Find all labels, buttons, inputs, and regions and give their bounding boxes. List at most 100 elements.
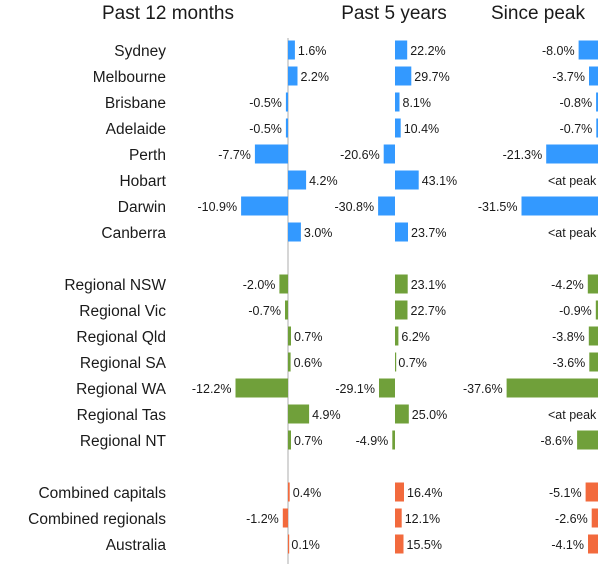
- bar-5y: [395, 352, 397, 372]
- region-label: Hobart: [119, 173, 166, 190]
- value-label-12m: 1.6%: [298, 44, 327, 58]
- value-label-5y: 25.0%: [412, 408, 447, 422]
- panel-titles: Past 12 months Past 5 years Since peak: [102, 3, 586, 24]
- region-label: Regional SA: [80, 355, 167, 372]
- bar-5y: [392, 430, 395, 450]
- value-label-5y: -4.9%: [356, 434, 389, 448]
- value-label-5y: 6.2%: [401, 330, 430, 344]
- value-label-since-peak: -2.6%: [555, 512, 588, 526]
- value-label-since-peak: -0.9%: [559, 304, 592, 318]
- value-label-12m: 4.9%: [312, 408, 341, 422]
- region-label: Combined regionals: [28, 511, 166, 528]
- bar-since-peak: [546, 144, 598, 164]
- value-label-12m: -0.7%: [248, 304, 281, 318]
- value-labels: 1.6% 2.2% -0.5% -0.5% -7.7% 4.2% -10.9% 3.0% -2.…: [192, 44, 597, 552]
- bar-12m: [288, 482, 290, 502]
- bar-5y: [395, 508, 402, 528]
- value-label-since-peak: <at peak: [548, 226, 597, 240]
- value-label-5y: 23.7%: [411, 226, 446, 240]
- bar-since-peak: [587, 274, 598, 294]
- bar-12m: [288, 352, 291, 372]
- value-label-since-peak: -21.3%: [503, 148, 543, 162]
- bar-5y: [379, 378, 395, 398]
- bar-12m: [288, 170, 307, 190]
- bar-since-peak: [588, 326, 598, 346]
- value-label-5y: 8.1%: [403, 96, 432, 110]
- bar-5y: [395, 482, 404, 502]
- bar-12m: [254, 144, 288, 164]
- bar-since-peak: [577, 430, 598, 450]
- region-label: Darwin: [118, 199, 166, 216]
- bar-12m: [288, 404, 310, 424]
- value-label-since-peak: -31.5%: [478, 200, 518, 214]
- bar-since-peak: [589, 352, 598, 372]
- bar-12m: [235, 378, 288, 398]
- region-label: Regional WA: [76, 381, 167, 398]
- value-label-12m: -7.7%: [218, 148, 251, 162]
- value-label-5y: 15.5%: [407, 538, 442, 552]
- region-label: Canberra: [101, 225, 166, 242]
- bar-5y: [395, 274, 408, 294]
- region-labels: Sydney Melbourne Brisbane Adelaide Perth Hoba…: [28, 43, 167, 554]
- bar-12m: [288, 222, 301, 242]
- panel-title-5y: Past 5 years: [341, 3, 447, 24]
- bar-5y: [395, 40, 408, 60]
- panel-title-12m: Past 12 months: [102, 3, 234, 24]
- bar-5y: [395, 300, 408, 320]
- bar-12m: [288, 534, 290, 554]
- bar-12m: [288, 66, 298, 86]
- bar-5y: [395, 404, 409, 424]
- value-label-since-peak: -5.1%: [549, 486, 582, 500]
- bar-5y: [395, 534, 404, 554]
- region-label: Adelaide: [106, 121, 166, 138]
- bar-since-peak: [585, 482, 598, 502]
- value-label-12m: -0.5%: [249, 96, 282, 110]
- value-label-5y: 23.1%: [411, 278, 446, 292]
- region-label: Brisbane: [105, 95, 166, 112]
- value-label-12m: 3.0%: [304, 226, 333, 240]
- bar-5y: [383, 144, 395, 164]
- bar-since-peak: [595, 300, 598, 320]
- bar-12m: [285, 92, 288, 112]
- value-label-5y: 16.4%: [407, 486, 442, 500]
- panel-title-since-peak: Since peak: [491, 3, 586, 24]
- value-label-12m: 0.1%: [291, 538, 320, 552]
- bar-12m: [288, 430, 291, 450]
- value-label-since-peak: -3.6%: [553, 356, 586, 370]
- value-label-12m: -2.0%: [243, 278, 276, 292]
- bar-5y: [395, 92, 400, 112]
- value-label-5y: -20.6%: [340, 148, 380, 162]
- bar-since-peak: [588, 534, 598, 554]
- bar-since-peak: [506, 378, 598, 398]
- value-label-12m: 0.7%: [294, 434, 323, 448]
- bar-5y: [395, 326, 399, 346]
- region-label: Regional Tas: [77, 407, 167, 424]
- value-label-5y: 43.1%: [422, 174, 457, 188]
- bar-since-peak: [591, 508, 598, 528]
- bar-since-peak: [521, 196, 598, 216]
- value-label-5y: 29.7%: [414, 70, 449, 84]
- bar-since-peak: [596, 118, 598, 138]
- value-label-since-peak: -4.1%: [551, 538, 584, 552]
- value-label-since-peak: -8.0%: [542, 44, 575, 58]
- region-label: Melbourne: [93, 69, 166, 86]
- bar-5y: [395, 118, 401, 138]
- bar-12m: [241, 196, 288, 216]
- value-label-12m: -12.2%: [192, 382, 232, 396]
- value-label-12m: 4.2%: [309, 174, 338, 188]
- value-label-5y: 0.7%: [398, 356, 427, 370]
- value-label-since-peak: <at peak: [548, 174, 597, 188]
- value-label-since-peak: -3.7%: [552, 70, 585, 84]
- value-label-since-peak: -4.2%: [551, 278, 584, 292]
- bar-12m: [279, 274, 288, 294]
- value-label-12m: 2.2%: [301, 70, 330, 84]
- region-label: Regional Qld: [76, 329, 166, 346]
- value-label-5y: 10.4%: [404, 122, 439, 136]
- region-label: Australia: [106, 537, 167, 554]
- bar-since-peak: [589, 66, 598, 86]
- value-label-5y: 22.7%: [411, 304, 446, 318]
- region-label: Sydney: [114, 43, 166, 60]
- value-label-12m: -0.5%: [249, 122, 282, 136]
- bar-since-peak: [596, 92, 598, 112]
- value-label-5y: 22.2%: [410, 44, 445, 58]
